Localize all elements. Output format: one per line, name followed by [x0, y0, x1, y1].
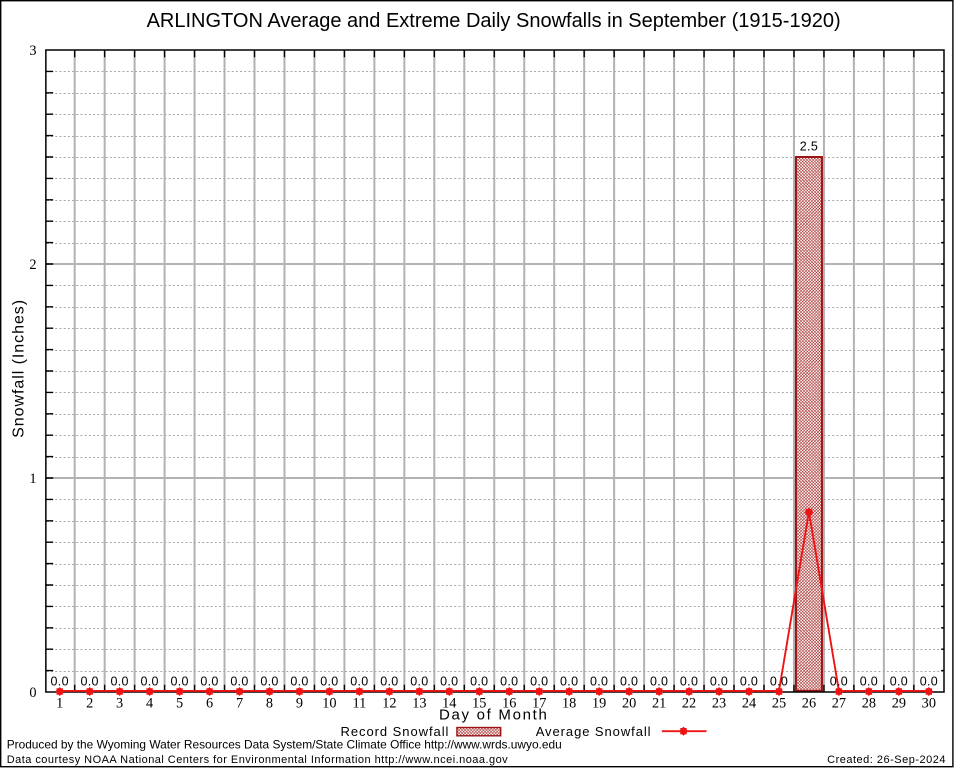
svg-text:0.0: 0.0	[470, 674, 488, 688]
svg-text:13: 13	[412, 696, 426, 712]
svg-text:29: 29	[892, 696, 906, 712]
svg-text:25: 25	[772, 696, 786, 712]
svg-text:28: 28	[862, 696, 876, 712]
svg-text:3: 3	[29, 43, 36, 59]
svg-text:0.0: 0.0	[350, 674, 368, 688]
svg-text:0.0: 0.0	[860, 674, 878, 688]
svg-text:23: 23	[712, 696, 726, 712]
svg-text:0: 0	[29, 685, 36, 701]
svg-text:0.0: 0.0	[770, 674, 788, 688]
svg-text:0.0: 0.0	[230, 674, 248, 688]
svg-text:Snowfall (Inches): Snowfall (Inches)	[10, 299, 27, 438]
svg-text:ARLINGTON Average and Extreme: ARLINGTON Average and Extreme Daily Snow…	[147, 10, 841, 32]
svg-text:0.0: 0.0	[260, 674, 278, 688]
svg-text:0.0: 0.0	[590, 674, 608, 688]
svg-text:0.0: 0.0	[81, 674, 99, 688]
svg-text:Produced by the Wyoming Water: Produced by the Wyoming Water Resources …	[7, 737, 562, 751]
svg-text:15: 15	[472, 696, 486, 712]
svg-text:0.0: 0.0	[200, 674, 218, 688]
svg-text:0.0: 0.0	[890, 674, 908, 688]
svg-text:2: 2	[86, 696, 93, 712]
svg-text:Day of Month: Day of Month	[439, 706, 549, 723]
svg-text:27: 27	[832, 696, 846, 712]
svg-text:0.0: 0.0	[650, 674, 668, 688]
svg-text:1: 1	[29, 471, 36, 487]
svg-text:19: 19	[592, 696, 606, 712]
svg-text:6: 6	[206, 696, 213, 712]
svg-text:14: 14	[442, 696, 456, 712]
svg-text:0.0: 0.0	[170, 674, 188, 688]
svg-text:18: 18	[562, 696, 576, 712]
svg-text:0.0: 0.0	[320, 674, 338, 688]
svg-text:24: 24	[742, 696, 756, 712]
svg-text:0.0: 0.0	[710, 674, 728, 688]
svg-text:0.0: 0.0	[290, 674, 308, 688]
svg-text:21: 21	[652, 696, 666, 712]
svg-text:8: 8	[266, 696, 273, 712]
svg-text:2: 2	[29, 257, 36, 273]
svg-text:Data courtesy NOAA National Ce: Data courtesy NOAA National Centers for …	[7, 754, 508, 766]
svg-text:0.0: 0.0	[680, 674, 698, 688]
svg-text:4: 4	[146, 696, 153, 712]
svg-text:20: 20	[622, 696, 636, 712]
svg-text:Record Snowfall: Record Snowfall	[340, 724, 449, 739]
svg-text:0.0: 0.0	[830, 674, 848, 688]
svg-text:Average Snowfall: Average Snowfall	[536, 724, 652, 739]
svg-text:9: 9	[296, 696, 303, 712]
svg-text:0.0: 0.0	[410, 674, 428, 688]
svg-text:30: 30	[922, 696, 936, 712]
svg-text:0.0: 0.0	[530, 674, 548, 688]
svg-text:11: 11	[353, 696, 367, 712]
svg-text:26: 26	[802, 696, 816, 712]
svg-text:Created: 26-Sep-2024: Created: 26-Sep-2024	[827, 754, 946, 766]
svg-text:3: 3	[116, 696, 123, 712]
svg-text:2.5: 2.5	[800, 140, 818, 154]
svg-text:0.0: 0.0	[500, 674, 518, 688]
svg-text:0.0: 0.0	[740, 674, 758, 688]
svg-text:5: 5	[176, 696, 183, 712]
svg-text:7: 7	[236, 696, 243, 712]
svg-text:0.0: 0.0	[560, 674, 578, 688]
svg-text:16: 16	[502, 696, 516, 712]
svg-text:17: 17	[532, 696, 546, 712]
svg-text:0.0: 0.0	[110, 674, 128, 688]
svg-text:12: 12	[382, 696, 396, 712]
svg-text:0.0: 0.0	[620, 674, 638, 688]
svg-text:10: 10	[322, 696, 336, 712]
svg-text:0.0: 0.0	[920, 674, 938, 688]
svg-text:0.0: 0.0	[51, 674, 69, 688]
svg-text:0.0: 0.0	[140, 674, 158, 688]
svg-text:1: 1	[56, 696, 63, 712]
svg-text:0.0: 0.0	[380, 674, 398, 688]
svg-text:22: 22	[682, 696, 696, 712]
svg-text:0.0: 0.0	[440, 674, 458, 688]
